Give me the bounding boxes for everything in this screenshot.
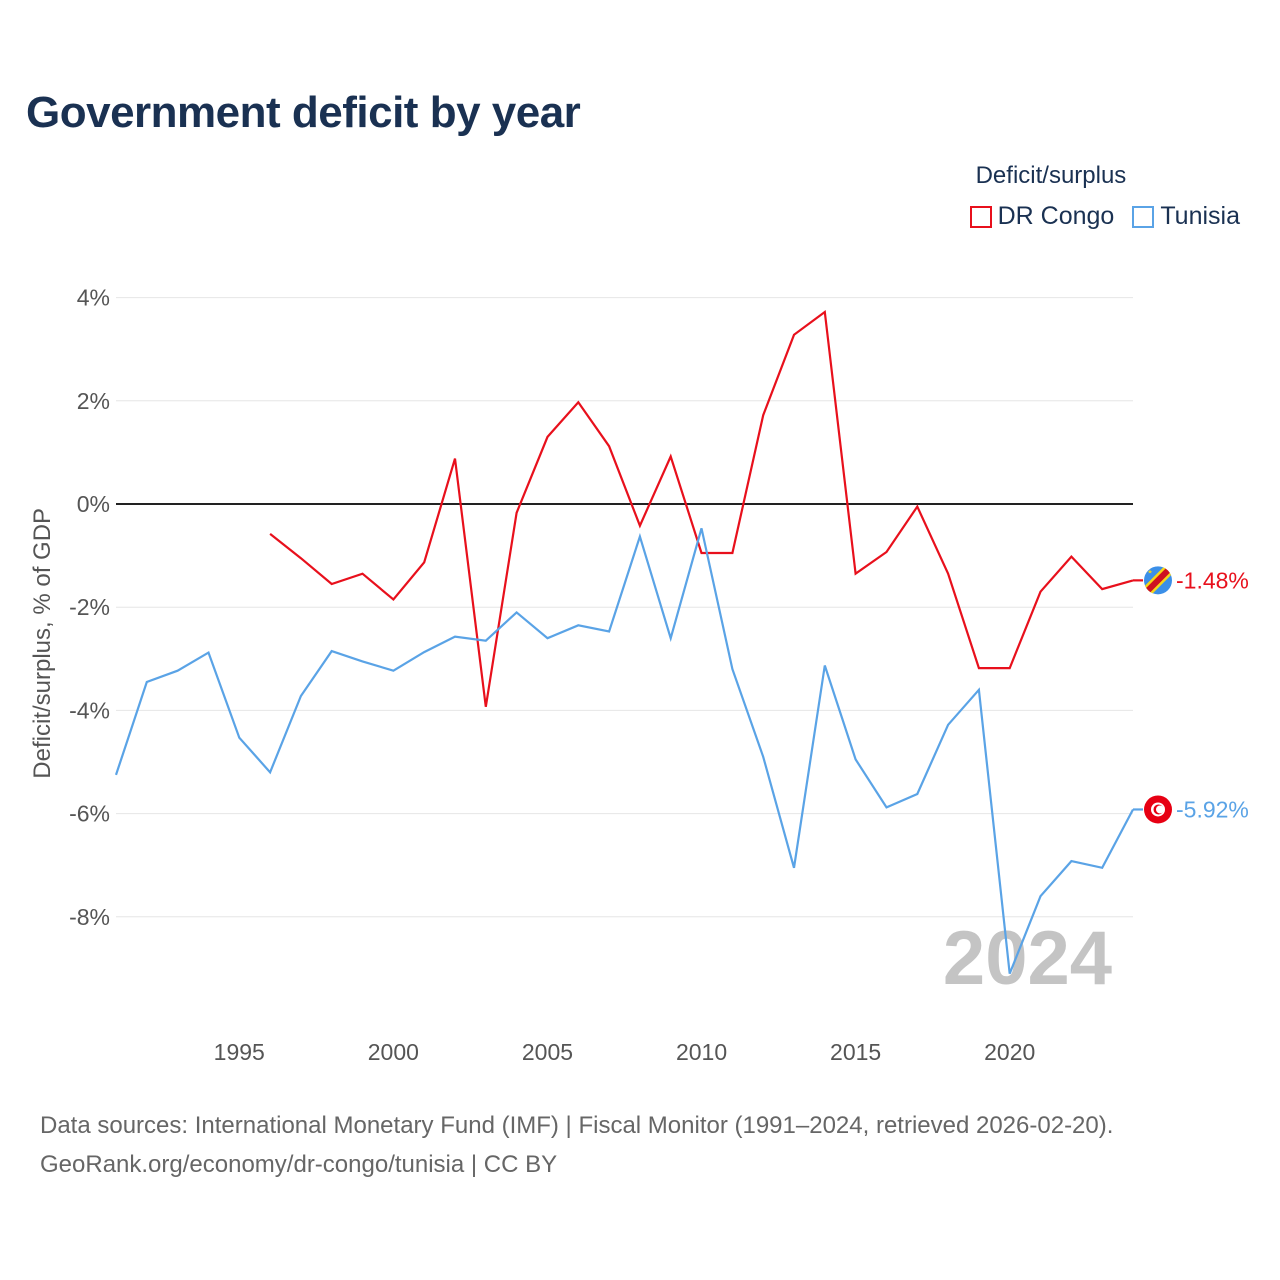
data-point-tunisia: [731, 668, 733, 670]
data-point-tunisia: [670, 637, 672, 639]
data-point-tunisia: [1039, 895, 1041, 897]
data-point-tunisia: [115, 774, 117, 776]
data-point-tunisia: [515, 611, 517, 613]
x-tick-label: 2020: [984, 1039, 1035, 1065]
y-tick-label: -8%: [69, 904, 110, 930]
data-point-dr-congo: [515, 512, 517, 514]
data-point-dr-congo: [454, 457, 456, 459]
end-value-label-tunisia: -5.92%: [1176, 796, 1249, 822]
legend-item-tunisia[interactable]: Tunisia: [1132, 202, 1240, 231]
data-point-tunisia: [331, 650, 333, 652]
y-tick-label: -4%: [69, 697, 110, 723]
data-point-dr-congo: [885, 551, 887, 553]
data-point-dr-congo: [762, 414, 764, 416]
data-point-dr-congo: [731, 552, 733, 554]
data-point-tunisia: [423, 651, 425, 653]
x-tick-label: 2005: [522, 1039, 573, 1065]
data-sources: Data sources: International Monetary Fun…: [40, 1106, 1113, 1184]
data-point-dr-congo: [700, 552, 702, 554]
data-point-dr-congo: [300, 557, 302, 559]
legend-swatch-tunisia: [1132, 205, 1155, 228]
data-point-tunisia: [793, 867, 795, 869]
x-tick-label: 2000: [368, 1039, 419, 1065]
line-chart: 4% 2% 0% -2% -4% -6% -8% 1995 2000 2005 2010 2015 20…: [29, 285, 1249, 1065]
data-point-dr-congo: [916, 505, 918, 507]
data-point-tunisia: [176, 669, 178, 671]
data-point-dr-congo: [423, 561, 425, 563]
data-point-tunisia: [700, 527, 702, 529]
data-point-tunisia: [146, 681, 148, 683]
data-point-tunisia: [1070, 860, 1072, 862]
data-point-dr-congo: [361, 572, 363, 574]
y-axis-title: Deficit/surplus, % of GDP: [29, 508, 56, 779]
data-point-tunisia: [546, 637, 548, 639]
y-tick-label: -2%: [69, 594, 110, 620]
data-point-tunisia: [238, 737, 240, 739]
data-point-tunisia: [454, 635, 456, 637]
data-point-tunisia: [824, 664, 826, 666]
sources-line-2[interactable]: GeoRank.org/economy/dr-congo/tunisia | C…: [40, 1151, 558, 1178]
data-point-tunisia: [1101, 867, 1103, 869]
data-point-tunisia: [762, 756, 764, 758]
data-point-dr-congo: [947, 572, 949, 574]
data-point-dr-congo: [1039, 591, 1041, 593]
dr-congo-flag-icon: [1144, 566, 1172, 595]
data-point-tunisia: [392, 669, 394, 671]
data-point-tunisia: [916, 793, 918, 795]
data-point-tunisia: [885, 806, 887, 808]
legend-label-dr-congo: DR Congo: [997, 202, 1115, 230]
data-point-tunisia: [1009, 972, 1011, 974]
y-tick-label: 4%: [77, 285, 110, 311]
data-point-dr-congo: [577, 401, 579, 403]
data-point-tunisia: [361, 660, 363, 662]
data-point-dr-congo: [392, 598, 394, 600]
legend-title: Deficit/surplus: [975, 162, 1127, 189]
data-point-dr-congo: [854, 572, 856, 574]
data-point-tunisia: [639, 535, 641, 537]
y-tick-label: 2%: [77, 388, 110, 414]
y-tick-label: 0%: [77, 491, 110, 517]
data-point-tunisia: [608, 630, 610, 632]
x-tick-label: 2015: [830, 1039, 881, 1065]
data-point-dr-congo: [485, 706, 487, 708]
data-point-dr-congo: [670, 455, 672, 457]
data-point-dr-congo: [978, 667, 980, 669]
data-point-tunisia: [300, 695, 302, 697]
legend-swatch-dr-congo: [969, 205, 992, 228]
data-point-tunisia: [978, 689, 980, 691]
x-tick-label: 2010: [676, 1039, 727, 1065]
data-point-tunisia: [269, 771, 271, 773]
data-point-dr-congo: [1009, 667, 1011, 669]
end-value-label-dr-congo: -1.48%: [1176, 567, 1249, 593]
data-point-dr-congo: [793, 334, 795, 336]
data-point-dr-congo: [1101, 588, 1103, 590]
data-point-dr-congo: [331, 583, 333, 585]
data-point-dr-congo: [824, 311, 826, 313]
y-tick-label: -6%: [69, 801, 110, 827]
data-point-dr-congo: [608, 445, 610, 447]
legend-label-tunisia: Tunisia: [1160, 202, 1240, 230]
data-point-tunisia: [485, 640, 487, 642]
data-point-dr-congo: [269, 533, 271, 535]
data-point-tunisia: [577, 624, 579, 626]
series-line-tunisia: [114, 528, 1134, 975]
data-point-tunisia: [207, 651, 209, 653]
legend: Deficit/surplus DR Congo Tunisia: [969, 162, 1240, 231]
legend-item-dr-congo[interactable]: DR Congo: [969, 202, 1115, 231]
data-point-tunisia: [854, 758, 856, 760]
tunisia-flag-icon: [1144, 795, 1172, 824]
chart-title: Government deficit by year: [26, 88, 581, 137]
data-point-dr-congo: [546, 436, 548, 438]
x-tick-label: 1995: [214, 1039, 265, 1065]
data-point-dr-congo: [1070, 555, 1072, 557]
data-point-tunisia: [947, 724, 949, 726]
sources-line-1: Data sources: International Monetary Fun…: [40, 1112, 1114, 1139]
data-point-dr-congo: [639, 524, 641, 526]
series-line-dr-congo: [269, 309, 1134, 707]
